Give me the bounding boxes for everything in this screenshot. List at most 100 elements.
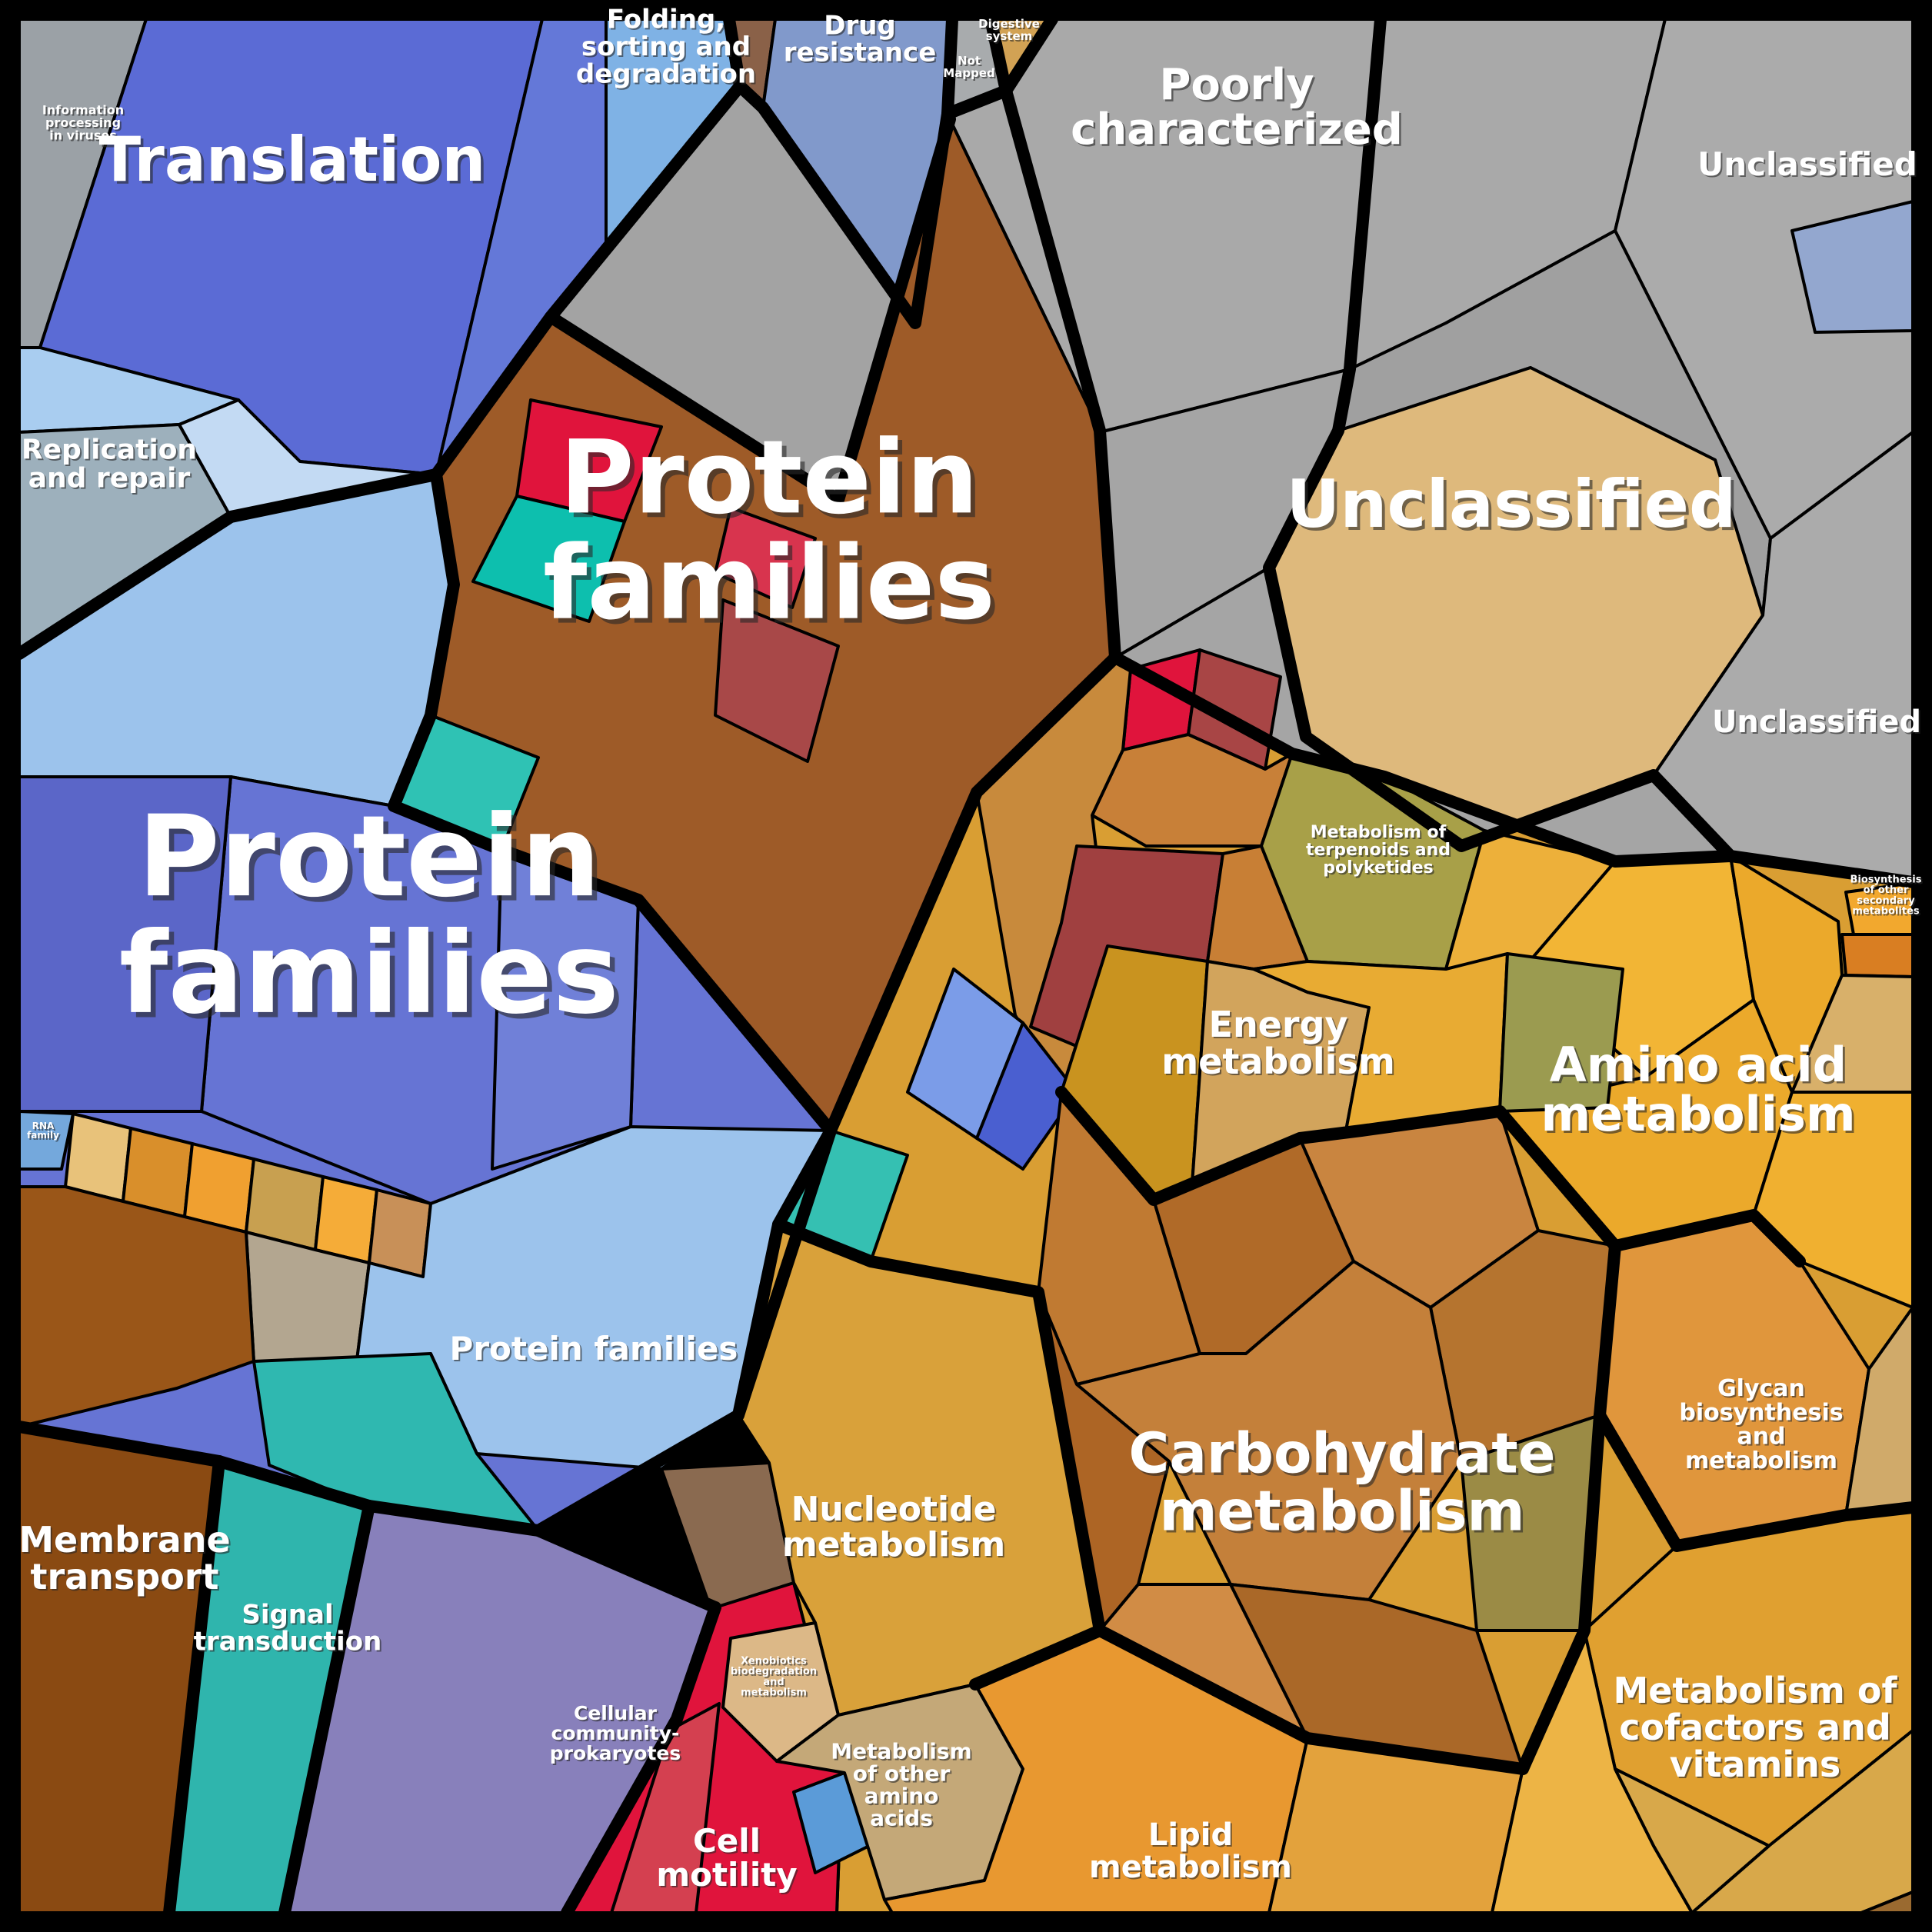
label-info-viruses: Information processing in virusesInformati… (42, 102, 125, 144)
label-amino-shadow: Amino acid metabolism (1543, 1039, 1857, 1144)
label-community-text: Cellular community-prokaryotes (550, 1702, 681, 1764)
cell-cof-d[interactable] (1614, 1767, 1770, 1914)
label-translation-shadow: Translation (102, 127, 488, 198)
border-membrane-signal (163, 1455, 225, 1919)
label-other-amino-text: Metabolism of other amino acids (831, 1738, 971, 1830)
label-folding-shadow: Folding, sorting and degradation (578, 6, 758, 92)
border-energy-carb (1055, 1086, 1506, 1206)
label-cofactors-shadow: Metabolism of cofactors and vitamins (1615, 1671, 1900, 1787)
label-cofactors-text: Metabolism of cofactors and vitamins (1613, 1670, 1897, 1785)
border-gray-south (1109, 651, 1919, 888)
border-unclassified-split (1263, 13, 1737, 862)
label-poorly-text: Poorly characterized (1071, 60, 1403, 155)
label-pf-left-shadow: Protein families (124, 797, 624, 1044)
label-bios-secondary: Biosynthesis of other secondary metabolites… (1850, 874, 1924, 919)
label-pf-left-text: Protein families (119, 791, 619, 1039)
border-community-top (532, 1524, 721, 1614)
label-pf-small-text: Protein families (450, 1330, 738, 1367)
label-info-viruses-shadow: Information processing in viruses (44, 104, 125, 144)
label-signal-shadow: Signal transduction (195, 1601, 384, 1658)
label-not-mapped-text: Not Mapped (943, 54, 994, 80)
border-nucleotide (772, 1218, 1106, 1690)
border-notmapped (941, 13, 1012, 120)
cell-maroon-a[interactable] (714, 598, 840, 763)
label-nucleotide-shadow: Nucleotide metabolism (784, 1491, 1007, 1566)
cell-slate-tr[interactable] (1790, 200, 1914, 334)
label-unclassified-big-text: Unclassified (1286, 466, 1736, 543)
border-community-motility (561, 1601, 721, 1919)
label-bios-secondary-text: Biosynthesis of other secondary metabolites (1850, 874, 1922, 918)
label-unclassified-r-shadow: Unclassified (1714, 706, 1923, 741)
label-digestive-text: Digestive system (978, 17, 1040, 43)
label-replication-shadow: Replication and repair (23, 435, 198, 495)
label-amino-text: Amino acid metabolism (1541, 1037, 1855, 1142)
border-drug (734, 80, 954, 329)
cell-strip-5[interactable] (314, 1175, 378, 1264)
cell-blue-e2[interactable] (975, 1021, 1078, 1171)
cell-carb-g[interactable] (1229, 1583, 1524, 1770)
border-grayquad-brown (545, 113, 956, 506)
label-replication-text: Replication and repair (22, 434, 197, 494)
cell-rna-family[interactable] (18, 1110, 75, 1171)
label-pf-brown-shadow: Protein families (548, 423, 1000, 647)
border-left-brown (388, 468, 837, 1137)
label-terpenoids-text: Metabolism of terpenoids and polyketides (1306, 823, 1451, 878)
cell-olive-e[interactable] (1498, 952, 1624, 1113)
label-energy-shadow: Energy metabolism (1163, 1005, 1397, 1084)
label-unclassified-tr-shadow: Unclassified (1699, 147, 1919, 185)
label-unclassified-big-shadow: Unclassified (1289, 469, 1739, 546)
label-unclassified-r-text: Unclassified (1712, 705, 1921, 740)
label-carbohydrate-text: Carbohydrate metabolism (1128, 1421, 1555, 1544)
label-motility-shadow: Cell motility (658, 1824, 798, 1895)
border-glycan-cof (1594, 1409, 1919, 1552)
label-poorly-shadow: Poorly characterized (1073, 62, 1405, 156)
label-xenobiotics: Xenobiotics biodegradation and metabolismXe… (731, 1656, 818, 1700)
cell-brown-left[interactable] (18, 1185, 255, 1428)
label-glycan-shadow: Glycan biosynthesis and metabolism (1681, 1377, 1844, 1476)
cell-peri-dark[interactable] (18, 775, 232, 1113)
border-digestive (1000, 13, 1058, 97)
cell-teal-a[interactable] (471, 495, 626, 623)
label-lipid-text: Lipid metabolism (1089, 1817, 1292, 1885)
label-energy-text: Energy metabolism (1161, 1004, 1395, 1082)
cell-darkorange-e[interactable] (1840, 933, 1914, 978)
label-bios-secondary-shadow: Biosynthesis of other secondary metabolites (1852, 876, 1924, 919)
label-xenobiotics-shadow: Xenobiotics biodegradation and metabolism (732, 1657, 818, 1700)
label-terpenoids: Metabolism of terpenoids and polyketidesMe… (1306, 823, 1452, 879)
label-terpenoids-shadow: Metabolism of terpenoids and polyketides (1307, 824, 1452, 879)
cell-crimson-b[interactable] (714, 506, 817, 609)
label-drug-shadow: Drug resistance (785, 12, 938, 69)
label-nucleotide-text: Nucleotide metabolism (782, 1490, 1005, 1564)
cell-cof-corner[interactable] (1860, 1890, 1914, 1914)
label-pf-brown-text: Protein families (543, 418, 995, 642)
cell-motility-b[interactable] (610, 1702, 721, 1914)
label-signal-text: Signal transduction (194, 1599, 382, 1657)
label-rna-shadow: RNA family (28, 1122, 61, 1142)
label-unclassified-tr-text: Unclassified (1697, 145, 1917, 183)
label-info-viruses-text: Information processing in viruses (42, 102, 124, 142)
label-pf-small-shadow: Protein families (451, 1331, 740, 1369)
border-glycan-top (1609, 1209, 1806, 1267)
